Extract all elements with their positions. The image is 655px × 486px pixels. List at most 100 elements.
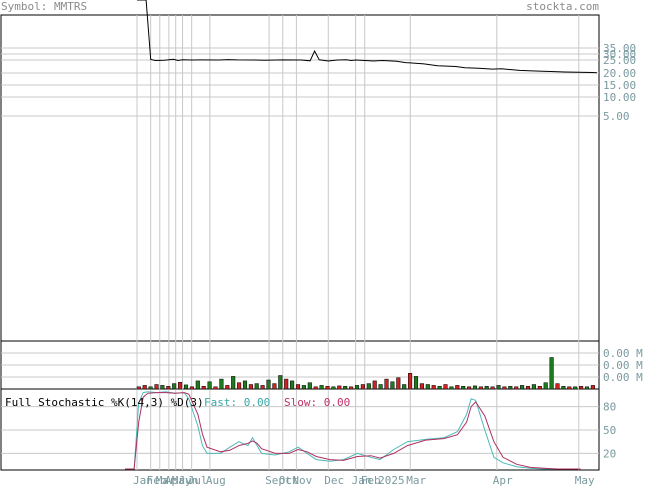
price-tick-label: 10.00 [603, 91, 636, 104]
volume-bar [584, 386, 590, 390]
volume-bar [425, 384, 430, 390]
volume-bar [467, 386, 472, 390]
volume-bar [343, 386, 348, 390]
x-tick-label: Apr [493, 474, 513, 486]
volume-bar [160, 385, 165, 390]
x-tick-label: Dec [324, 474, 344, 486]
price-tick-label: 5.00 [603, 110, 630, 123]
volume-tick-label: 0.00 M [603, 359, 643, 372]
price-tick-label: 20.00 [603, 67, 636, 80]
volume-bar [201, 386, 206, 390]
volume-bar [419, 383, 424, 390]
volume-bar [272, 383, 277, 390]
price-tick-label: 30.00 [603, 48, 636, 61]
x-tick-label: Sept [265, 474, 292, 486]
volume-bar [378, 384, 383, 390]
volume-bar [496, 385, 501, 390]
volume-bar [242, 380, 248, 390]
stochastic-tick-label: 80 [603, 401, 616, 414]
volume-bar [561, 386, 566, 390]
volume-tick-label: 0.00 M [603, 371, 643, 384]
volume-bar [307, 382, 312, 390]
volume-bar [360, 384, 365, 390]
volume-bar [366, 383, 371, 390]
volume-bar [284, 378, 289, 390]
volume-bar [531, 384, 536, 390]
volume-bar [372, 380, 377, 390]
volume-bar [337, 385, 342, 390]
volume-bar [502, 386, 507, 390]
volume-bar [384, 378, 389, 390]
price-tick-label: 15.00 [603, 79, 636, 92]
volume-bar [172, 383, 177, 390]
volume-bar [484, 386, 489, 390]
volume-bar [408, 373, 413, 390]
volume-bar [301, 385, 306, 390]
volume-bar [455, 385, 460, 390]
volume-bar [154, 384, 159, 390]
brand-link[interactable]: stockta.com [526, 0, 599, 13]
volume-bar [354, 385, 360, 390]
x-tick-label: Jul [188, 474, 208, 486]
volume-bar [461, 386, 466, 390]
volume-bar [290, 380, 295, 390]
x-tick-label: May [172, 474, 192, 486]
volume-bar [490, 386, 495, 390]
volume-bar [183, 384, 189, 390]
stochastic-tick-label: 20 [603, 447, 616, 460]
volume-bar [148, 386, 153, 390]
volume-bar [590, 385, 595, 390]
volume-bar [213, 386, 218, 390]
volume-bar [225, 385, 230, 390]
volume-tick-label: 0.00 M [603, 347, 643, 360]
fast-readout: Fast: 0.00 [204, 396, 271, 409]
volume-bar [166, 386, 171, 390]
volume-bar [178, 382, 183, 390]
symbol-label: Symbol: MMTRS [1, 0, 88, 13]
volume-bar [525, 386, 531, 390]
volume-bar [313, 386, 318, 390]
price-tick-label: 35.00 [603, 42, 636, 55]
volume-bar [325, 386, 330, 390]
x-tick-label: Aug [206, 474, 226, 486]
volume-bar [537, 386, 542, 390]
volume-bar [514, 386, 519, 390]
stochastic-tick-label: 50 [603, 424, 616, 437]
volume-bar [189, 386, 194, 390]
x-tick-label: May [575, 474, 595, 486]
volume-bar [219, 378, 224, 390]
x-tick-label: Jun [179, 474, 199, 486]
volume-bar [278, 375, 283, 390]
volume-bar [195, 380, 200, 390]
price-panel-frame [0, 14, 600, 342]
volume-bar [248, 384, 253, 390]
x-tick-label: Mar [406, 474, 426, 486]
volume-bar [449, 386, 454, 390]
volume-bar [396, 377, 401, 390]
volume-bar [431, 385, 436, 390]
volume-bar [390, 381, 395, 390]
x-tick-label: Feb [147, 474, 167, 486]
volume-bar [207, 381, 212, 390]
volume-bar [254, 383, 259, 390]
x-tick-label: Mar [156, 474, 176, 486]
slow-readout: Slow: 0.00 [284, 396, 351, 409]
x-tick-label: Oct [279, 474, 299, 486]
slow-d-line [125, 392, 581, 470]
volume-bar [136, 386, 141, 390]
x-tick-label: Jan [133, 474, 153, 486]
volume-bar [443, 384, 448, 390]
volume-bar [567, 386, 572, 390]
x-tick-label: Feb [361, 474, 381, 486]
volume-bar [413, 376, 419, 390]
volume-bar [266, 379, 271, 390]
volume-bar [472, 385, 478, 390]
volume-bar [437, 386, 442, 390]
volume-bar [402, 384, 407, 390]
volume-bar [295, 384, 301, 390]
volume-bar [549, 357, 554, 390]
volume-bar [555, 383, 560, 390]
volume-bar [142, 385, 147, 390]
